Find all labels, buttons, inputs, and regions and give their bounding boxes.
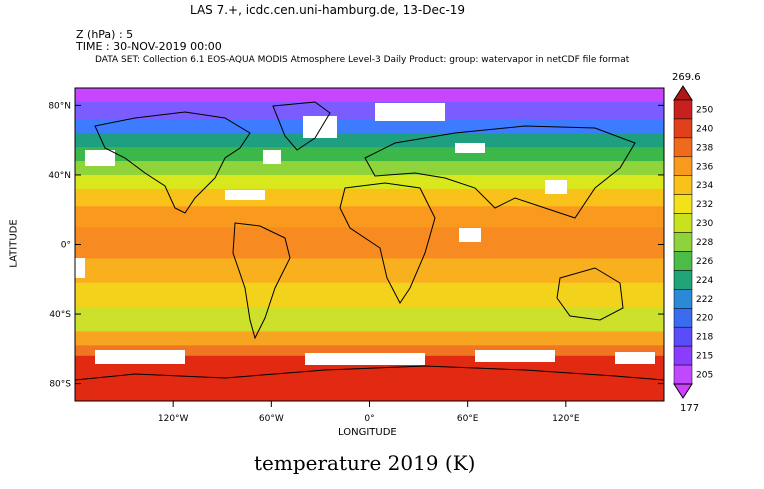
- temperature-band: [75, 282, 664, 308]
- colorbar-bottom-arrow: [673, 383, 693, 399]
- z-level-label: Z (hPa) : 5: [76, 28, 134, 41]
- colorbar-level-label: 222: [696, 295, 713, 305]
- lat-tick-label: 0°: [61, 241, 71, 251]
- colorbar-level-label: 238: [696, 143, 713, 153]
- temperature-band: [75, 331, 664, 346]
- colorbar-swatch: [673, 308, 693, 328]
- colorbar-level-label: 224: [696, 276, 713, 286]
- colorbar-level-label: 236: [696, 162, 713, 172]
- lon-tick-label: 120°W: [158, 414, 189, 424]
- plot-server-header: LAS 7.+, icdc.cen.uni-hamburg.de, 13-Dec…: [190, 3, 466, 17]
- lat-tick-label: 80°N: [48, 101, 71, 111]
- colorbar-min-label: 177: [680, 403, 700, 414]
- x-axis-title: LONGITUDE: [338, 427, 397, 438]
- lon-tick-label: 120°E: [552, 414, 580, 424]
- colorbar-swatch: [673, 364, 693, 385]
- temperature-band: [75, 119, 664, 134]
- colorbar-level-label: 232: [696, 200, 713, 210]
- colorbar-swatch: [673, 118, 693, 139]
- map-border: [74, 87, 665, 402]
- plot-title: temperature 2019 (K): [254, 451, 476, 475]
- colorbar-swatch: [673, 289, 693, 309]
- temperature-band: [75, 133, 664, 148]
- colorbar-swatch: [673, 213, 693, 233]
- colorbar-swatch: [673, 270, 693, 290]
- lat-tick-label: 80°S: [49, 380, 71, 390]
- lon-tick-label: 0°: [364, 414, 374, 424]
- colorbar-top-arrow: [673, 85, 693, 101]
- y-axis-title: LATITUDE: [8, 219, 20, 268]
- colorbar-swatch: [673, 326, 693, 347]
- colorbar-swatch: [673, 137, 693, 158]
- temperature-band: [75, 147, 664, 162]
- temperature-band: [75, 174, 664, 190]
- latitude-axis: 80°N 40°N 0° 40°S 80°S: [48, 101, 664, 390]
- temperature-map: [75, 88, 664, 401]
- colorbar-swatch: [673, 232, 693, 252]
- temperature-band: [75, 227, 664, 259]
- colorbar-level-label: 240: [696, 124, 713, 134]
- dataset-label: DATA SET: Collection 6.1 EOS-AQUA MODIS …: [95, 55, 630, 65]
- colorbar-level-label: 234: [696, 181, 713, 191]
- colorbar-level-label: 218: [696, 333, 713, 343]
- lon-tick-label: 60°E: [457, 414, 479, 424]
- colorbar-level-label: 215: [696, 352, 713, 362]
- colorbar-swatch: [673, 194, 693, 214]
- temperature-band: [75, 88, 664, 103]
- temperature-field: [75, 88, 664, 401]
- colorbar-swatch: [673, 156, 693, 176]
- temperature-band: [75, 258, 664, 284]
- colorbar: 250 240 238 236 234 232 230 228 226 224 222 220 218 2…: [673, 85, 713, 399]
- colorbar-swatch: [673, 345, 693, 366]
- temperature-band: [75, 161, 664, 176]
- longitude-axis: 120°W 60°W 0° 60°E 120°E: [158, 401, 580, 424]
- colorbar-level-label: 228: [696, 238, 713, 248]
- temperature-band: [75, 307, 664, 332]
- lon-tick-label: 60°W: [259, 414, 284, 424]
- temperature-band: [75, 206, 664, 228]
- colorbar-max-label: 269.6: [672, 72, 701, 83]
- lat-tick-label: 40°N: [48, 171, 71, 181]
- coastline-outlines: [75, 101, 664, 381]
- missing-data-patches: [75, 103, 655, 365]
- colorbar-swatch: [673, 99, 693, 120]
- colorbar-swatch: [673, 175, 693, 195]
- temperature-band: [75, 101, 664, 120]
- temperature-band: [75, 345, 664, 357]
- colorbar-level-label: 230: [696, 219, 713, 229]
- temperature-band: [75, 188, 664, 207]
- lat-tick-label: 40°S: [49, 310, 71, 320]
- colorbar-swatch: [673, 251, 693, 271]
- colorbar-level-label: 205: [696, 371, 713, 381]
- colorbar-level-label: 226: [696, 257, 713, 267]
- colorbar-level-label: 250: [696, 105, 713, 115]
- colorbar-level-label: 220: [696, 314, 713, 324]
- time-label: TIME : 30-NOV-2019 00:00: [76, 40, 222, 53]
